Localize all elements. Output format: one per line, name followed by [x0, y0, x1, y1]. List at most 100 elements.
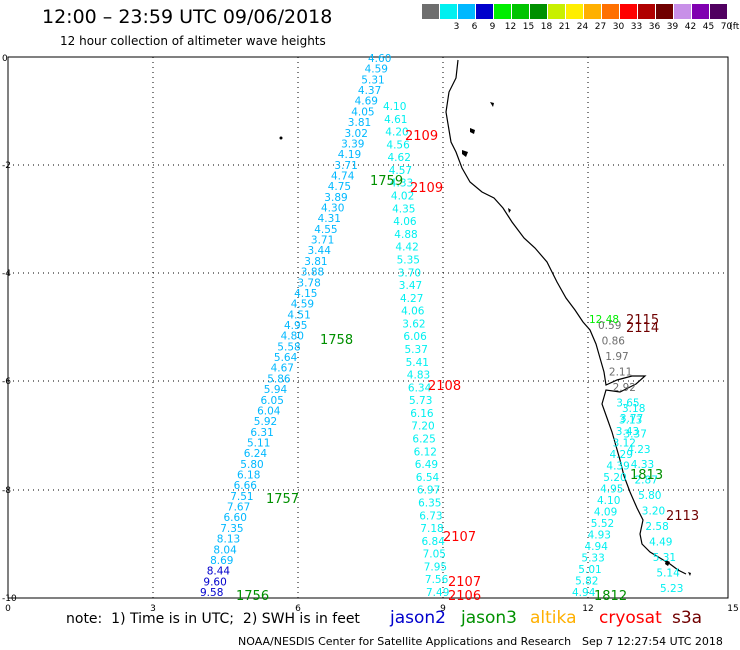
pass-time-label: 2108 — [428, 379, 461, 394]
wave-height-value: 5.35 — [397, 255, 420, 267]
wave-height-value: 4.29 — [610, 449, 633, 461]
scale-label: 12 — [504, 22, 517, 32]
wave-height-value: 4.19 — [338, 149, 361, 161]
pass-time-label: 1756 — [236, 589, 269, 604]
y-tick-label: -8 — [2, 486, 11, 496]
map-frame — [7, 56, 729, 599]
wave-height-value: 3.20 — [642, 506, 665, 518]
scale-swatch — [440, 4, 457, 19]
wave-height-value: 5.23 — [660, 583, 683, 595]
wave-height-value: 6.18 — [237, 470, 260, 482]
pass-time-label: 2109 — [410, 181, 443, 196]
wave-height-value: 2.92 — [613, 382, 636, 394]
wave-height-value: 4.94 — [585, 541, 609, 553]
wave-height-value: 4.88 — [394, 229, 417, 241]
wave-height-value: 4.95 — [600, 484, 623, 496]
wave-height-value: 7.35 — [220, 523, 243, 535]
pass-time-label: 2113 — [666, 509, 699, 524]
scale-label: 24 — [576, 22, 589, 32]
wave-height-value: 3.81 — [304, 256, 327, 268]
pass-time-label: 2109 — [405, 129, 438, 144]
satellite-legend-altika: altika — [530, 608, 577, 628]
pass-time-label: 2107 — [448, 575, 481, 590]
wave-height-value: 5.86 — [267, 373, 291, 385]
wave-height-value: 7.20 — [411, 421, 434, 433]
wave-height-value: 5.14 — [656, 568, 680, 580]
wave-height-value: 5.64 — [274, 352, 298, 364]
scale-label: 18 — [540, 22, 553, 32]
wave-height-value: 4.62 — [388, 152, 411, 164]
wave-height-value: 3.78 — [297, 277, 320, 289]
wave-height-value: 3.77 — [620, 413, 643, 425]
wave-height-value: 6.35 — [418, 498, 441, 510]
wave-height-value: 7.51 — [230, 491, 253, 503]
satellite-legend-jason3: jason3 — [461, 608, 517, 628]
wave-height-value: 4.51 — [287, 309, 310, 321]
wave-height-value: 4.15 — [294, 288, 317, 300]
wave-height-value: 7.56 — [425, 574, 449, 586]
wave-height-value: 3.89 — [324, 192, 347, 204]
wave-height-value: 3.12 — [613, 438, 636, 450]
wave-height-value: 4.02 — [391, 191, 414, 203]
wave-height-value: 5.20 — [603, 472, 626, 484]
wave-height-value: 4.93 — [588, 530, 611, 542]
pass-time-label: 2106 — [448, 589, 481, 604]
wave-height-value: 4.27 — [400, 293, 423, 305]
wave-height-value: 0.86 — [602, 336, 626, 348]
wave-height-value: 1.97 — [605, 351, 628, 363]
wave-height-value: 4.59 — [291, 299, 314, 311]
pass-time-label: 2114 — [626, 321, 659, 336]
wave-height-value: 5.37 — [405, 344, 428, 356]
scale-label: 27 — [594, 22, 607, 32]
altimeter-tracks: 9.589.608.448.698.048.137.356.607.677.51… — [200, 53, 683, 599]
pass-time-labels: 2109 1759 2109 1758 2108 1757 2107 2107 21152114… — [236, 129, 699, 604]
wave-height-value: 6.12 — [414, 446, 437, 458]
scale-label: 3 — [453, 22, 460, 32]
island-7 — [688, 572, 691, 576]
coastline-path — [445, 59, 687, 575]
wave-height-value: 4.10 — [383, 101, 406, 113]
wave-height-value: 4.75 — [328, 181, 351, 193]
wave-height-value: 4.33 — [631, 459, 654, 471]
axis-ticks: 0 3 6 9 12 15 0 -2 -4 -6 -8 -10 — [2, 54, 739, 614]
wave-height-value: 5.01 — [578, 564, 601, 576]
wave-height-value: 4.20 — [385, 127, 408, 139]
wave-height-value: 6.06 — [403, 331, 427, 343]
satellite-legend-jason2: jason2 — [390, 608, 446, 628]
wave-height-value: 2.11 — [609, 366, 632, 378]
scale-label: 6 — [471, 22, 478, 32]
scale-label: 70 — [720, 22, 733, 32]
wave-height-value: 6.54 — [416, 472, 440, 484]
wave-height-value: 3.37 — [624, 428, 647, 440]
wave-height-value: 8.13 — [217, 534, 240, 546]
scale-swatch — [458, 4, 475, 19]
wave-height-value: 4.57 — [389, 165, 412, 177]
pass-time-label: 2115 — [626, 313, 659, 328]
island-3 — [490, 102, 494, 107]
wave-height-value: 6.16 — [410, 408, 434, 420]
wave-height-value: 6.05 — [261, 395, 284, 407]
wave-height-value: 3.47 — [399, 280, 422, 292]
scale-label: 30 — [612, 22, 625, 32]
wave-height-value: 4.33 — [390, 178, 413, 190]
wave-height-value: 6.60 — [224, 512, 247, 524]
wave-height-value: 7.95 — [424, 561, 447, 573]
scale-swatch — [422, 4, 439, 19]
scale-swatch — [476, 4, 493, 19]
wave-height-value: 6.73 — [419, 510, 442, 522]
x-tick-label: 6 — [295, 604, 301, 614]
wave-height-value: 6.66 — [234, 480, 258, 492]
wave-height-value: 3.71 — [311, 235, 334, 247]
wave-height-value: 5.92 — [254, 416, 277, 428]
satellite-legend-cryosat: cryosat — [599, 608, 662, 628]
wave-height-value: 5.73 — [409, 395, 432, 407]
y-tick-label: -2 — [2, 161, 11, 171]
wave-height-value: 3.39 — [341, 138, 364, 150]
wave-height-value: 3.88 — [301, 267, 324, 279]
pass-time-label: 1758 — [320, 333, 353, 348]
scale-unit: (ft) — [729, 22, 740, 32]
wave-height-value: 2.87 — [635, 475, 658, 487]
wave-height-value: 9.60 — [203, 576, 226, 588]
wave-height-value: 3.43 — [616, 426, 639, 438]
scale-swatch — [548, 4, 565, 19]
